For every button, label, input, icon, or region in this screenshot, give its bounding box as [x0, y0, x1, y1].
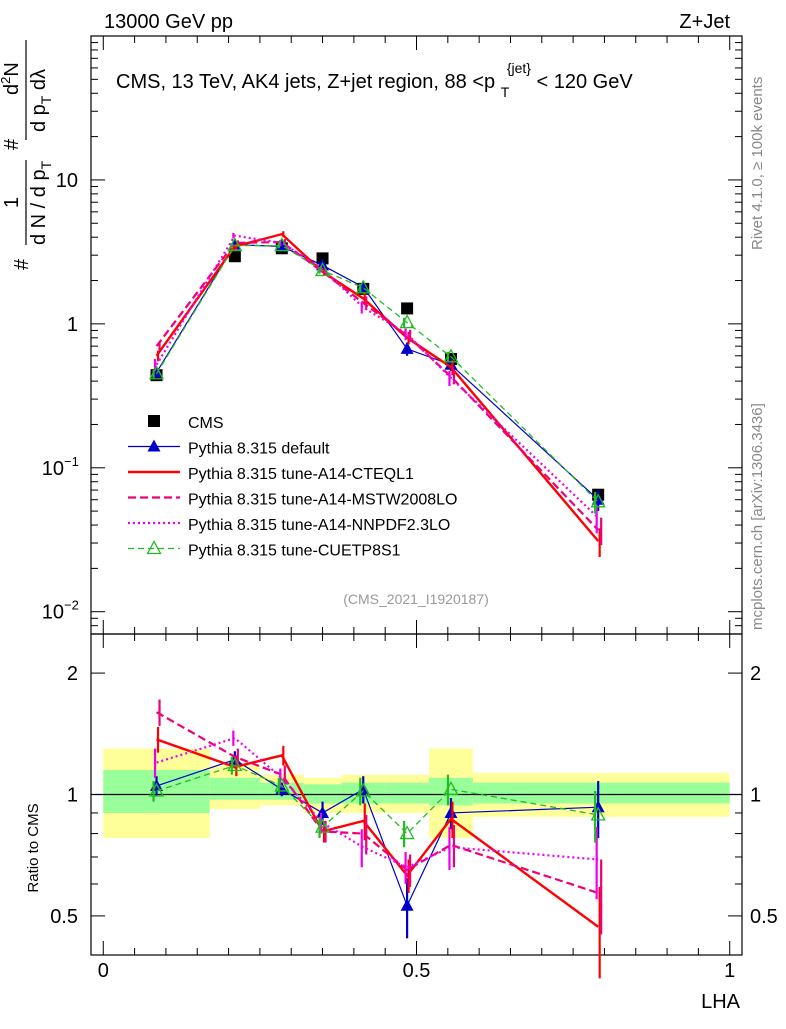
band-inner-5	[385, 782, 430, 804]
data-point	[148, 782, 165, 797]
ratio-y-label: Ratio to CMS	[25, 803, 42, 892]
legend-marker	[146, 540, 162, 555]
analysis-title-tail: < 120 GeV	[537, 71, 634, 93]
data-point	[274, 777, 290, 792]
data-point	[399, 825, 415, 840]
ratio-series-cteql1	[156, 727, 601, 979]
legend-label: Pythia 8.315 default	[188, 441, 330, 458]
data-point	[314, 818, 331, 833]
ratio-series	[148, 699, 606, 979]
legend-label: Pythia 8.315 tune-A14-CTEQL1	[188, 466, 414, 483]
data-point	[314, 262, 331, 277]
band-inner-3	[303, 784, 342, 804]
legend-item-cuetp8s1: Pythia 8.315 tune-CUETP8S1	[128, 540, 401, 560]
analysis-title: CMS, 13 TeV, AK4 jets, Z+jet region, 88 …	[116, 56, 633, 102]
series-line	[155, 240, 599, 531]
main-series	[148, 231, 606, 557]
series-line	[156, 736, 599, 869]
main-series-nnpdf	[153, 232, 599, 534]
main-ytick-label: 1	[67, 314, 78, 336]
band-inner-1	[209, 777, 260, 800]
legend-item-cms: CMS	[148, 415, 224, 432]
y-label-denominator: d N / d pT	[28, 160, 54, 245]
analysis-id: (CMS_2021_I1920187)	[343, 591, 489, 607]
process-label: Z+Jet	[679, 11, 730, 33]
data-point	[355, 782, 371, 797]
analysis-title-sub: T	[501, 84, 510, 100]
ratio-series-cuetp8s1	[148, 756, 606, 848]
rivet-version-label: Rivet 4.1.0, ≥ 100k events	[749, 77, 766, 250]
analysis-title-sup: {jet}	[507, 60, 531, 76]
series-line	[155, 244, 599, 503]
data-point	[275, 239, 289, 252]
data-point	[316, 805, 330, 818]
energy-label: 13000 GeV pp	[104, 11, 233, 33]
legend-marker	[147, 439, 161, 452]
band-inner-7	[472, 782, 730, 804]
data-point	[444, 805, 458, 818]
ratio-ytick-label-left: 2	[67, 663, 78, 685]
data-point	[443, 780, 459, 795]
data-point	[443, 348, 459, 363]
data-point	[227, 757, 243, 772]
ratio-ytick-label-left: 1	[67, 785, 78, 807]
xtick-label: 1	[724, 960, 735, 982]
data-point	[228, 250, 241, 263]
legend-label: Pythia 8.315 tune-A14-MSTW2008LO	[188, 492, 457, 509]
main-ytick-label: 10	[42, 602, 64, 624]
data-point	[444, 357, 458, 370]
main-ytick-exp: −1	[64, 454, 79, 469]
legend-marker	[148, 415, 160, 427]
series-line	[156, 764, 599, 835]
y-label-hash-2: #	[1, 138, 23, 150]
data-point	[227, 237, 243, 252]
legend: CMS Pythia 8.315 default Pythia 8.315 tune…	[128, 415, 457, 560]
ratio-ytick-label-left: 0.5	[50, 906, 78, 928]
series-line	[155, 234, 599, 519]
data-point	[590, 806, 606, 821]
data-point	[400, 341, 414, 354]
main-ytick-label: 10	[56, 170, 78, 192]
y-label-hash: #	[11, 258, 33, 270]
data-point	[274, 237, 290, 252]
ratio-ytick-label-right: 1	[750, 785, 761, 807]
legend-item-cteql1: Pythia 8.315 tune-A14-CTEQL1	[128, 466, 414, 483]
legend-item-default: Pythia 8.315 default	[128, 439, 330, 458]
mcplots-label: mcplots.cern.ch [arXiv:1306.3436]	[749, 403, 766, 630]
legend-item-nnpdf: Pythia 8.315 tune-A14-NNPDF2.3LO	[128, 517, 450, 534]
ratio-ytick-label-right: 0.5	[750, 906, 778, 928]
y-label-d2n-denominator: d pT dλ	[28, 69, 54, 132]
y-label-one: 1	[1, 197, 23, 208]
ratio-ytick-label-right: 2	[750, 663, 761, 685]
data-point	[355, 279, 371, 294]
legend-item-mstw: Pythia 8.315 tune-A14-MSTW2008LO	[128, 492, 457, 509]
legend-label: CMS	[188, 415, 224, 432]
series-line	[156, 738, 599, 928]
data-point	[148, 365, 165, 380]
xtick-label: 0.5	[403, 960, 431, 982]
legend-label: Pythia 8.315 tune-A14-NNPDF2.3LO	[188, 517, 450, 534]
xtick-label: 0	[98, 960, 109, 982]
main-y-axis-label: # 1 d N / d pT # d2N d pT dλ	[0, 40, 54, 270]
data-point	[401, 302, 414, 315]
data-point	[590, 493, 606, 508]
data-point	[400, 898, 414, 911]
main-series-cms	[150, 242, 605, 501]
main-ytick-exp: −2	[64, 598, 79, 613]
x-axis-label: LHA	[701, 991, 741, 1013]
main-ytick-label: 10	[42, 458, 64, 480]
ratio-series-mstw	[155, 699, 603, 935]
main-series-cuetp8s1	[148, 237, 606, 514]
data-point	[399, 314, 415, 329]
ratio-series-nnpdf	[153, 730, 599, 900]
analysis-title-main: CMS, 13 TeV, AK4 jets, Z+jet region, 88 …	[116, 71, 495, 93]
legend-label: Pythia 8.315 tune-CUETP8S1	[188, 543, 401, 560]
y-label-d2n: d2N	[0, 62, 23, 95]
series-line	[155, 711, 599, 895]
